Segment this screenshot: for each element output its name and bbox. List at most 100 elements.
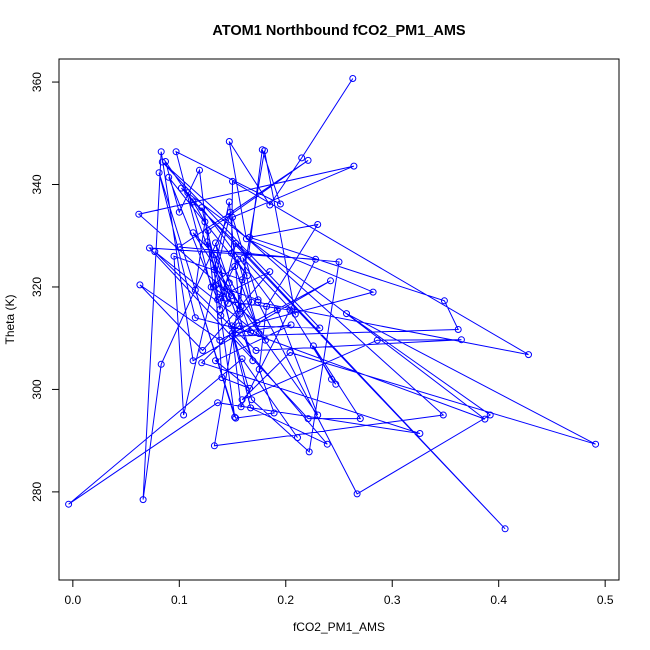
data-point	[304, 156, 312, 164]
data-point	[255, 330, 263, 338]
data-point	[162, 158, 169, 165]
data-point	[238, 355, 246, 363]
data-point	[157, 360, 165, 368]
data-point	[210, 442, 218, 450]
data-point	[248, 298, 256, 306]
data-point	[198, 204, 206, 212]
x-tick-label: 0.5	[597, 593, 614, 607]
x-tick-label: 0.1	[171, 593, 188, 607]
data-point	[247, 404, 255, 412]
x-tick-label: 0.3	[384, 593, 401, 607]
data-point	[236, 310, 244, 318]
data-point	[191, 314, 199, 322]
data-point	[189, 229, 197, 237]
data-point	[309, 342, 317, 350]
data-point	[235, 322, 243, 330]
data-point	[262, 336, 269, 344]
data-point	[157, 148, 165, 156]
data-point	[177, 184, 185, 192]
y-axis: 280 300 320 340 360	[30, 72, 59, 502]
data-point	[298, 154, 306, 162]
data-point	[261, 147, 268, 155]
data-point	[239, 254, 247, 262]
data-point	[231, 263, 239, 270]
data-point	[218, 374, 226, 382]
data-point	[328, 375, 335, 383]
y-tick-label: 280	[30, 482, 44, 502]
chart-title: ATOM1 Northbound fCO2_PM1_AMS	[212, 23, 466, 39]
data-point	[65, 500, 73, 508]
data-point	[207, 283, 215, 291]
data-point	[248, 396, 256, 404]
data-point	[170, 252, 178, 260]
data-point	[180, 411, 188, 419]
data-point	[323, 440, 331, 448]
data-point	[454, 326, 462, 333]
data-point	[263, 302, 271, 310]
data-point	[212, 239, 219, 247]
data-point	[416, 430, 424, 437]
data-point	[229, 177, 236, 185]
data-point	[224, 299, 232, 307]
data-point	[198, 359, 206, 367]
data-point	[210, 251, 218, 259]
data-point	[457, 336, 465, 344]
data-point	[314, 221, 322, 228]
data-point	[216, 336, 224, 344]
data-point	[335, 258, 343, 266]
data-point	[203, 238, 211, 246]
data-point	[247, 328, 255, 336]
data-point	[151, 248, 159, 256]
data-point	[212, 281, 219, 289]
data-point	[199, 347, 207, 354]
x-axis: 0.0 0.1 0.2 0.3 0.4 0.5	[64, 580, 614, 607]
data-point	[209, 283, 217, 291]
data-point	[243, 272, 251, 280]
data-point	[191, 286, 199, 294]
data-point	[189, 198, 197, 206]
data-point	[525, 351, 532, 359]
data-point	[242, 235, 250, 243]
data-point	[255, 365, 263, 373]
data-point	[228, 322, 235, 330]
series-line	[68, 78, 596, 530]
data-point	[237, 403, 245, 411]
data-point	[254, 296, 262, 304]
data-point	[252, 347, 260, 354]
data-point	[229, 213, 236, 221]
data-point	[232, 239, 240, 247]
data-point	[225, 279, 233, 287]
data-point	[276, 200, 284, 208]
data-point	[146, 244, 153, 252]
data-point	[189, 357, 197, 365]
data-point	[481, 415, 489, 423]
data-point	[287, 321, 295, 329]
x-axis-label: fCO2_PM1_AMS	[293, 620, 385, 634]
data-point	[214, 399, 222, 407]
data-point	[229, 332, 236, 340]
series-points-group	[65, 75, 600, 533]
y-axis-label: Theta (K)	[3, 294, 17, 344]
data-point	[312, 255, 320, 263]
data-point	[234, 255, 242, 263]
data-point	[201, 218, 209, 226]
data-point	[172, 148, 180, 156]
data-point	[212, 357, 219, 365]
data-point	[253, 319, 261, 327]
series-line-group	[68, 78, 596, 530]
data-point	[225, 198, 233, 206]
data-point	[210, 266, 218, 274]
data-point	[228, 292, 235, 300]
data-point	[291, 310, 299, 318]
data-point	[229, 329, 236, 337]
y-tick-label: 340	[30, 174, 44, 194]
x-tick-label: 0.0	[64, 593, 81, 607]
data-point	[343, 310, 350, 318]
y-tick-label: 360	[30, 72, 44, 92]
data-point	[216, 306, 224, 313]
data-point	[314, 411, 322, 419]
data-point	[225, 138, 233, 145]
data-point	[294, 434, 301, 442]
data-point	[270, 409, 278, 417]
